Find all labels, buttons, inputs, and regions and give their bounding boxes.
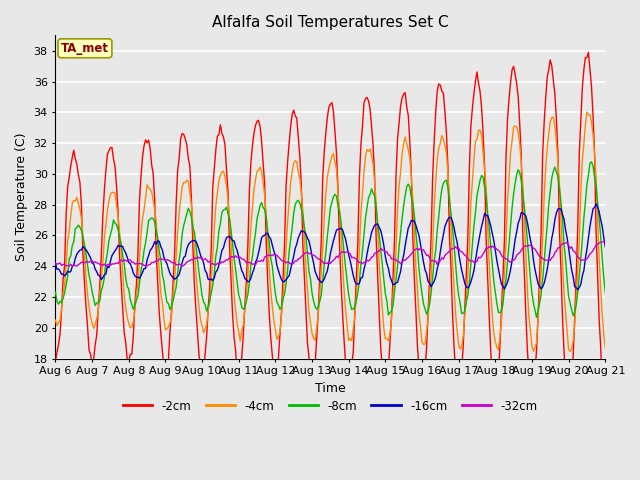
Text: TA_met: TA_met [61, 42, 109, 55]
-2cm [52, 359, 60, 365]
Line: -4cm: -4cm [56, 112, 605, 351]
-32cm [536, 253, 543, 259]
-4cm [52, 317, 60, 323]
-4cm [534, 315, 542, 321]
-4cm [154, 247, 162, 252]
-2cm [154, 280, 162, 286]
Line: -16cm: -16cm [56, 204, 605, 290]
-32cm [598, 239, 606, 245]
-32cm [385, 252, 392, 258]
-2cm [67, 163, 74, 169]
-32cm [602, 240, 609, 245]
-8cm [67, 253, 74, 259]
Legend: -2cm, -4cm, -8cm, -16cm, -32cm: -2cm, -4cm, -8cm, -16cm, -32cm [118, 395, 543, 417]
-16cm [154, 238, 162, 244]
-16cm [574, 287, 582, 293]
Line: -2cm: -2cm [56, 52, 605, 406]
-8cm [154, 235, 162, 241]
-4cm [583, 109, 591, 115]
-32cm [65, 264, 73, 269]
-4cm [383, 336, 390, 342]
-8cm [52, 289, 60, 295]
-4cm [396, 183, 403, 189]
-8cm [383, 298, 390, 304]
Title: Alfalfa Soil Temperatures Set C: Alfalfa Soil Temperatures Set C [212, 15, 449, 30]
-16cm [592, 201, 600, 207]
-32cm [52, 261, 60, 267]
-8cm [602, 289, 609, 295]
-4cm [566, 348, 574, 354]
-2cm [365, 98, 372, 104]
-16cm [383, 261, 390, 266]
-8cm [588, 159, 595, 165]
Line: -8cm: -8cm [56, 162, 605, 317]
-16cm [396, 274, 403, 280]
-2cm [584, 49, 592, 55]
-16cm [67, 269, 74, 275]
-32cm [68, 263, 76, 269]
Line: -32cm: -32cm [56, 242, 605, 266]
-16cm [365, 243, 372, 249]
-16cm [534, 281, 542, 287]
-32cm [156, 256, 163, 262]
-32cm [397, 261, 404, 266]
-16cm [602, 244, 609, 250]
-2cm [383, 377, 390, 383]
-4cm [67, 213, 74, 219]
-4cm [602, 346, 609, 351]
Y-axis label: Soil Temperature (C): Soil Temperature (C) [15, 132, 28, 261]
-4cm [365, 148, 372, 154]
-8cm [532, 314, 540, 320]
X-axis label: Time: Time [315, 382, 346, 395]
-2cm [602, 403, 609, 409]
-8cm [536, 300, 543, 306]
-2cm [534, 313, 542, 319]
-16cm [52, 260, 60, 265]
-2cm [396, 120, 403, 126]
-8cm [365, 195, 372, 201]
-32cm [366, 257, 374, 263]
-8cm [396, 244, 403, 250]
